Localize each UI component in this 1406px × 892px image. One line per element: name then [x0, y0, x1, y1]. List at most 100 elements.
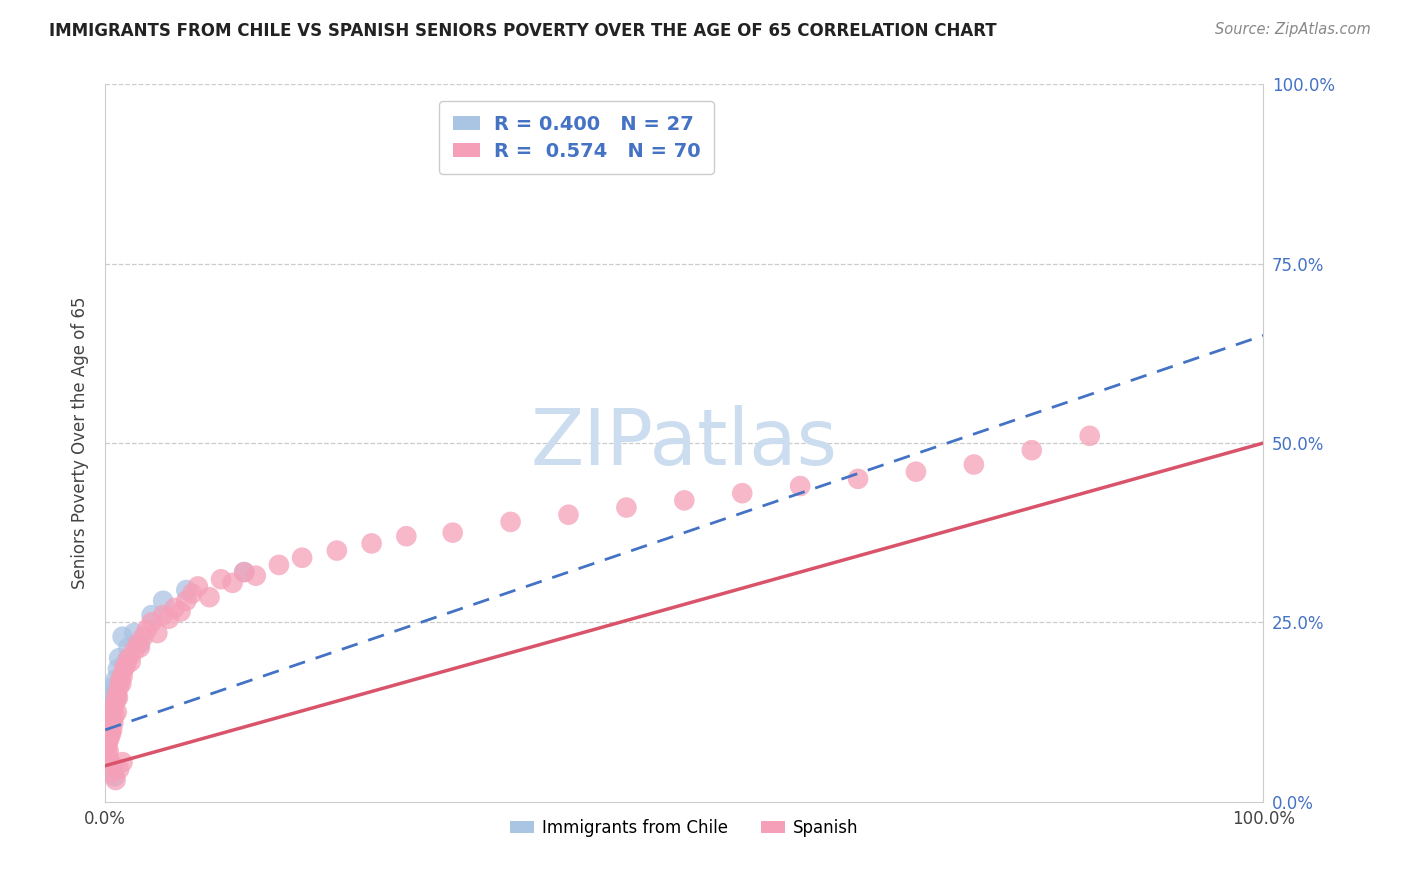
Point — [108, 680, 131, 694]
Point — [101, 687, 124, 701]
Point — [1021, 443, 1043, 458]
Point — [152, 608, 174, 623]
Point — [97, 733, 120, 747]
Point — [122, 644, 145, 658]
Point — [96, 740, 118, 755]
Point — [157, 612, 180, 626]
Point — [441, 525, 464, 540]
Point — [105, 705, 128, 719]
Point — [101, 715, 124, 730]
Point — [233, 565, 256, 579]
Point — [98, 694, 121, 708]
Text: IMMIGRANTS FROM CHILE VS SPANISH SENIORS POVERTY OVER THE AGE OF 65 CORRELATION : IMMIGRANTS FROM CHILE VS SPANISH SENIORS… — [49, 22, 997, 40]
Point — [107, 690, 129, 705]
Point — [100, 765, 122, 780]
Point — [104, 773, 127, 788]
Point — [163, 601, 186, 615]
Point — [198, 590, 221, 604]
Point — [141, 615, 163, 630]
Point — [110, 673, 132, 687]
Point — [100, 712, 122, 726]
Point — [141, 608, 163, 623]
Point — [115, 658, 138, 673]
Point — [110, 676, 132, 690]
Point — [103, 758, 125, 772]
Point — [112, 662, 135, 676]
Point — [96, 723, 118, 737]
Point — [267, 558, 290, 572]
Point — [96, 726, 118, 740]
Point — [111, 630, 134, 644]
Point — [100, 726, 122, 740]
Point — [181, 586, 204, 600]
Point — [673, 493, 696, 508]
Point — [146, 626, 169, 640]
Point — [107, 662, 129, 676]
Point — [557, 508, 579, 522]
Point — [360, 536, 382, 550]
Point — [103, 708, 125, 723]
Point — [115, 655, 138, 669]
Text: ZIPatlas: ZIPatlas — [531, 405, 838, 481]
Point — [97, 726, 120, 740]
Point — [97, 744, 120, 758]
Point — [122, 626, 145, 640]
Point — [98, 723, 121, 737]
Point — [98, 730, 121, 744]
Point — [233, 565, 256, 579]
Point — [105, 690, 128, 705]
Point — [135, 623, 157, 637]
Point — [103, 680, 125, 694]
Point — [499, 515, 522, 529]
Point — [108, 762, 131, 776]
Point — [98, 719, 121, 733]
Point — [616, 500, 638, 515]
Point — [245, 568, 267, 582]
Point — [174, 594, 197, 608]
Point — [209, 572, 232, 586]
Text: Source: ZipAtlas.com: Source: ZipAtlas.com — [1215, 22, 1371, 37]
Point — [96, 719, 118, 733]
Point — [117, 651, 139, 665]
Point — [395, 529, 418, 543]
Point — [326, 543, 349, 558]
Point — [104, 694, 127, 708]
Point — [174, 582, 197, 597]
Point — [789, 479, 811, 493]
Point — [111, 669, 134, 683]
Point — [96, 730, 118, 744]
Point — [120, 655, 142, 669]
Point — [101, 723, 124, 737]
Point — [111, 755, 134, 769]
Point — [100, 708, 122, 723]
Point — [846, 472, 869, 486]
Point — [97, 751, 120, 765]
Legend: Immigrants from Chile, Spanish: Immigrants from Chile, Spanish — [503, 812, 865, 844]
Point — [103, 769, 125, 783]
Point — [97, 715, 120, 730]
Point — [904, 465, 927, 479]
Point — [103, 683, 125, 698]
Y-axis label: Seniors Poverty Over the Age of 65: Seniors Poverty Over the Age of 65 — [72, 297, 89, 590]
Point — [105, 687, 128, 701]
Point — [129, 637, 152, 651]
Point — [291, 550, 314, 565]
Point — [127, 637, 149, 651]
Point — [101, 705, 124, 719]
Point — [103, 701, 125, 715]
Point — [731, 486, 754, 500]
Point — [117, 640, 139, 655]
Point — [97, 701, 120, 715]
Point — [108, 651, 131, 665]
Point — [152, 594, 174, 608]
Point — [963, 458, 986, 472]
Point — [187, 579, 209, 593]
Point — [129, 640, 152, 655]
Point — [103, 715, 125, 730]
Point — [169, 605, 191, 619]
Point — [132, 630, 155, 644]
Point — [104, 673, 127, 687]
Point — [1078, 429, 1101, 443]
Point — [96, 737, 118, 751]
Point — [221, 575, 243, 590]
